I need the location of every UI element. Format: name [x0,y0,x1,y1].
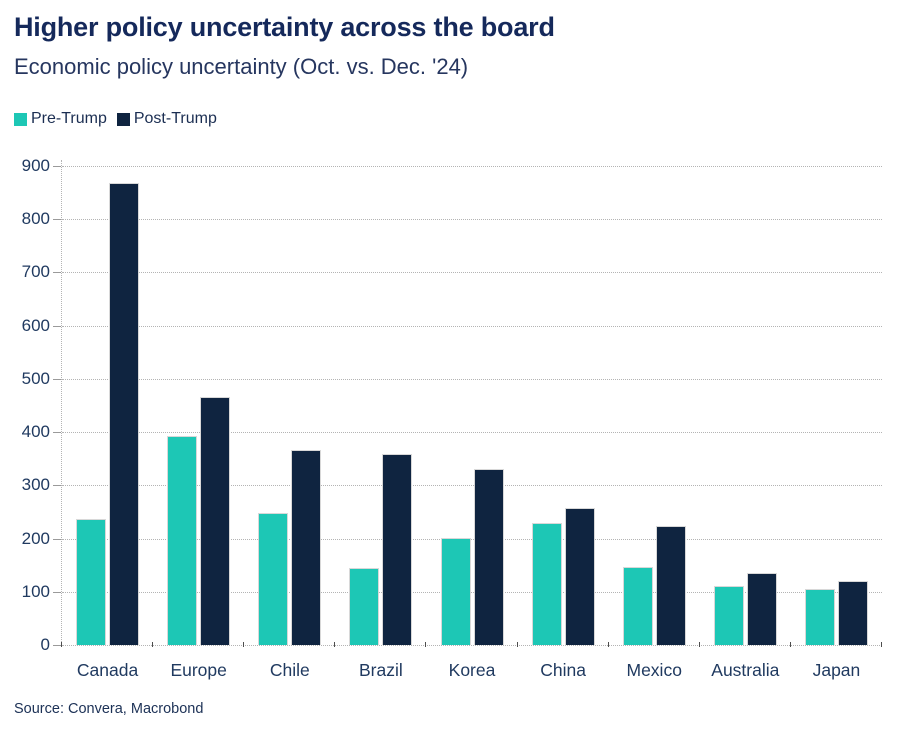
y-axis-label-0: 0 [40,635,50,654]
x-axis-tick-0 [61,642,62,647]
y-axis-label-200: 200 [21,528,50,548]
gridline-700 [62,272,882,274]
legend: Pre-Trump Post-Trump [14,110,217,128]
x-axis-label-china: China [540,660,586,680]
y-axis-tick-400 [53,432,61,434]
x-axis-label-japan: Japan [812,660,861,680]
bar-chile-post-trump [291,450,322,645]
y-axis-label-300: 300 [21,475,50,495]
y-axis-label-800: 800 [21,209,50,229]
y-axis-label-700: 700 [21,262,50,282]
x-axis-label-chile: Chile [269,660,310,680]
x-axis-tick-5 [516,642,518,647]
y-axis-tick-900 [53,166,61,167]
y-axis-tick-600 [53,325,61,327]
bar-australia-post-trump [746,573,777,645]
gridline-100 [62,591,882,593]
y-axis-tick-300 [53,485,61,487]
pre-trump-swatch-icon [14,112,27,126]
bar-brazil-pre-trump [349,567,380,645]
post-trump-swatch-icon [116,112,130,126]
legend-item-pre-trump: Pre-Trump [14,110,107,128]
gridline-300 [62,485,882,487]
y-axis-tick-500 [53,378,61,380]
gridline-500 [62,378,882,380]
y-axis-label-400: 400 [21,422,50,442]
x-axis-tick-8 [789,642,791,647]
x-axis-label-europe: Europe [170,660,227,680]
x-axis-label-mexico: Mexico [626,660,682,680]
chart-subtitle: Economic policy uncertainty (Oct. vs. De… [14,54,469,79]
x-axis-tick-4 [425,642,427,647]
bar-japan-post-trump [837,581,868,645]
y-axis-label-100: 100 [21,581,50,601]
x-axis-label-korea: Korea [448,660,496,680]
x-axis-tick-1 [152,642,154,647]
chart-title: Higher policy uncertainty across the boa… [14,12,555,42]
bar-japan-pre-trump [804,588,835,645]
x-axis-tick-7 [698,642,700,647]
x-axis-label-canada: Canada [76,660,139,680]
bar-china-pre-trump [531,523,562,645]
gridline-0 [62,645,882,646]
y-axis-tick-0 [53,645,61,646]
x-axis-tick-2 [243,642,245,647]
gridline-800 [62,219,882,221]
x-axis-label-brazil: Brazil [358,660,403,680]
y-axis-label-900: 900 [21,156,50,175]
bar-canada-post-trump [109,183,140,645]
bar-china-post-trump [564,507,595,645]
bar-korea-pre-trump [440,538,471,645]
x-axis-tick-9 [881,642,882,647]
legend-label-post-trump: Post-Trump [133,110,217,127]
chart-region: 0 100 200 300 400 500 600 700 800 900 Canada Europe… [0,156,906,693]
y-axis-tick-800 [53,219,61,221]
bar-mexico-post-trump [655,525,686,645]
bar-europe-post-trump [200,397,231,645]
y-axis-line [61,160,62,646]
y-axis-tick-200 [53,538,61,540]
y-axis-tick-100 [53,591,61,593]
gridline-200 [62,538,882,540]
x-axis-tick-6 [607,642,609,647]
bar-australia-pre-trump [713,585,744,645]
legend-item-post-trump: Post-Trump [116,110,217,128]
gridline-900 [62,166,882,167]
bar-brazil-post-trump [382,453,413,645]
plot-area [61,160,882,646]
bar-chile-pre-trump [258,513,289,645]
gridline-600 [62,325,882,327]
gridline-400 [62,432,882,434]
legend-label-pre-trump: Pre-Trump [31,110,107,127]
bar-korea-post-trump [473,468,504,645]
bar-canada-pre-trump [76,518,107,645]
source-note: Source: Convera, Macrobond [14,701,204,717]
x-axis-tick-3 [334,642,336,647]
y-axis-label-600: 600 [21,315,50,335]
x-axis-label-australia: Australia [711,660,780,680]
y-axis-label-500: 500 [21,368,50,388]
bar-europe-pre-trump [167,435,198,645]
bar-mexico-pre-trump [622,567,653,645]
y-axis-tick-700 [53,272,61,274]
